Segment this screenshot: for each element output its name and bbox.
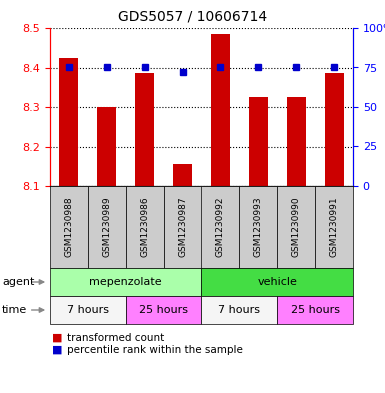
Text: percentile rank within the sample: percentile rank within the sample	[67, 345, 243, 355]
Text: transformed count: transformed count	[67, 333, 164, 343]
Bar	[249, 97, 268, 186]
Text: GDS5057 / 10606714: GDS5057 / 10606714	[118, 10, 267, 24]
Text: GSM1230993: GSM1230993	[254, 196, 263, 257]
Bar	[59, 58, 79, 186]
Text: 7 hours: 7 hours	[67, 305, 109, 315]
Text: 25 hours: 25 hours	[291, 305, 340, 315]
Text: GSM1230990: GSM1230990	[292, 196, 301, 257]
Text: agent: agent	[2, 277, 34, 287]
Bar	[135, 73, 154, 186]
Text: GSM1230987: GSM1230987	[178, 196, 187, 257]
Bar	[173, 164, 192, 186]
Text: 7 hours: 7 hours	[218, 305, 260, 315]
Text: vehicle: vehicle	[257, 277, 297, 287]
Text: 25 hours: 25 hours	[139, 305, 188, 315]
Bar	[211, 34, 230, 186]
Text: time: time	[2, 305, 27, 315]
Text: ■: ■	[52, 345, 62, 355]
Text: ■: ■	[52, 333, 62, 343]
Text: GSM1230989: GSM1230989	[102, 196, 111, 257]
Bar	[287, 97, 306, 186]
Text: GSM1230986: GSM1230986	[140, 196, 149, 257]
Bar	[325, 73, 343, 186]
Text: GSM1230991: GSM1230991	[330, 196, 338, 257]
Bar	[97, 107, 116, 186]
Text: GSM1230992: GSM1230992	[216, 197, 225, 257]
Text: mepenzolate: mepenzolate	[89, 277, 162, 287]
Text: GSM1230988: GSM1230988	[64, 196, 74, 257]
